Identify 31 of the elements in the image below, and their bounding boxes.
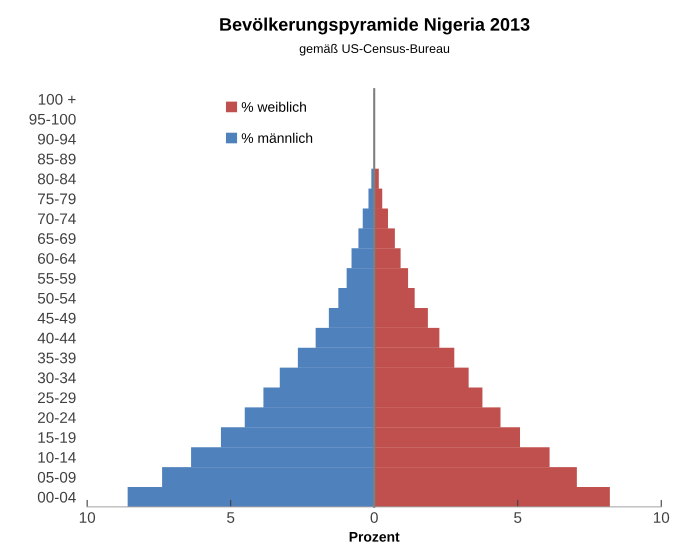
y-tick-label: 35-39 [38, 352, 76, 364]
y-tick-label: 75-79 [38, 193, 76, 204]
legend-label: % weiblich [242, 102, 306, 112]
chart-title: Bevölkerungspyramide Nigeria 2013 [220, 18, 530, 34]
y-tick-label: 00-04 [38, 492, 76, 503]
y-tick-label: 45-49 [38, 312, 76, 324]
y-tick-label: 60-64 [38, 253, 76, 264]
y-tick-label: 80-84 [38, 174, 76, 184]
y-tick-label: 85-89 [38, 154, 76, 164]
y-tick-label: 20-24 [38, 412, 76, 424]
y-tick-label: 05-09 [38, 472, 76, 483]
y-tick-label: 95-100 [29, 114, 76, 125]
y-tick-label: 50-54 [38, 292, 76, 304]
y-tick-label: 25-29 [38, 392, 76, 404]
y-tick-label: 55-59 [38, 272, 76, 284]
legend-label: % männlich [242, 132, 312, 143]
y-tick-label: 90-94 [38, 134, 76, 145]
y-tick-label: 40-44 [38, 332, 76, 344]
x-tick-label: 0 [370, 512, 378, 523]
y-tick-label: 65-69 [38, 233, 76, 244]
y-tick-label: 70-74 [38, 213, 76, 224]
x-tick-label: 10 [80, 512, 96, 523]
x-tick-label: 5 [514, 512, 522, 523]
x-axis-title: Prozent [350, 532, 400, 542]
y-tick-label: 15-19 [38, 432, 76, 443]
chart-subtitle: gemäß US-Census-Bureau [300, 44, 450, 56]
x-tick-label: 5 [227, 512, 234, 523]
y-tick-label: 30-34 [38, 372, 76, 384]
x-tick-label: 10 [654, 512, 670, 523]
y-tick-label: 10-14 [38, 452, 76, 463]
y-tick-label: 100 + [38, 94, 76, 105]
